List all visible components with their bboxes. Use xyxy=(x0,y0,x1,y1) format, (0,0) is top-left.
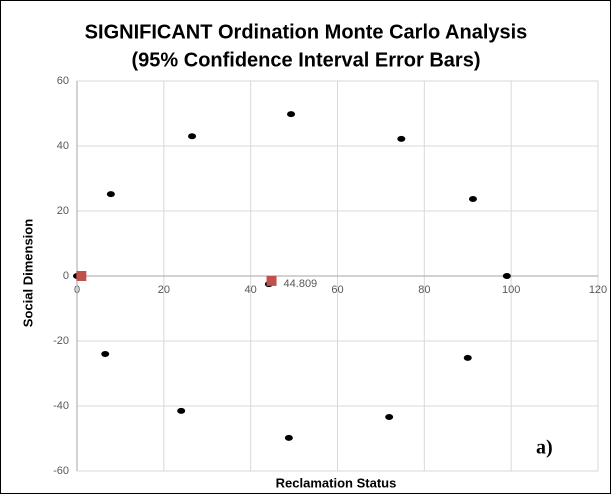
y-tick-label: 60 xyxy=(57,75,69,87)
x-tick-label: 120 xyxy=(589,284,607,296)
x-tick-label: 40 xyxy=(245,284,257,296)
point xyxy=(463,354,472,361)
point xyxy=(106,191,115,198)
point xyxy=(177,407,186,414)
point xyxy=(468,195,477,202)
chart-title: SIGNIFICANT Ordination Monte Carlo Analy… xyxy=(85,21,528,43)
x-tick-label: 60 xyxy=(331,284,343,296)
y-tick-label: 40 xyxy=(57,140,69,152)
x-tick-label: 80 xyxy=(418,284,430,296)
y-tick-label: 20 xyxy=(57,205,69,217)
point xyxy=(266,275,277,286)
point xyxy=(101,351,110,357)
point xyxy=(76,271,87,281)
y-tick-label: -20 xyxy=(53,335,69,347)
annotation: a) xyxy=(536,437,553,459)
y-tick-label: -60 xyxy=(53,465,69,477)
chart-subtitle: (95% Confidence Interval Error Bars) xyxy=(132,49,481,71)
point xyxy=(502,273,511,279)
y-tick-label: 0 xyxy=(63,270,69,282)
point xyxy=(284,434,293,441)
point xyxy=(287,111,296,118)
y-axis-label: Social Dimension xyxy=(20,219,35,327)
x-axis-label: Reclamation Status xyxy=(276,475,397,490)
data-label: 44.809 xyxy=(284,278,318,290)
y-tick-label: -40 xyxy=(53,400,69,412)
x-tick-label: 100 xyxy=(502,284,520,296)
point xyxy=(188,133,197,140)
x-tick-label: 20 xyxy=(158,284,170,296)
point xyxy=(385,414,394,421)
point xyxy=(397,135,406,142)
